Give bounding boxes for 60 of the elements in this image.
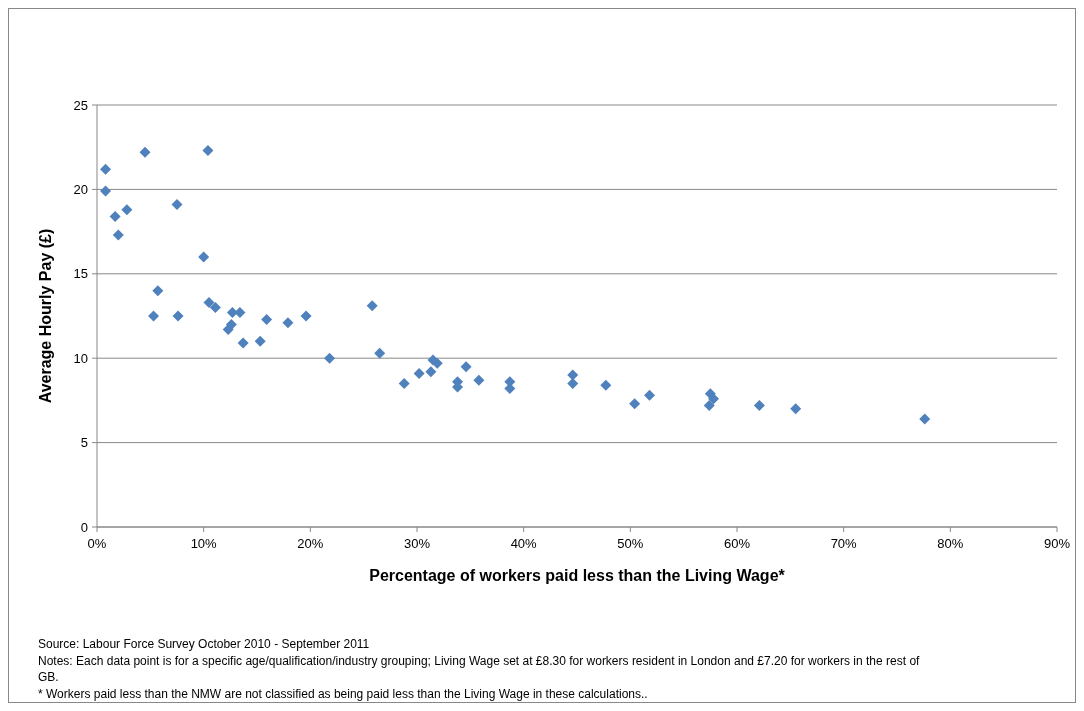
point xyxy=(324,352,336,364)
x-tick-label: 70% xyxy=(830,536,858,551)
x-tick-label: 0% xyxy=(87,536,107,551)
point xyxy=(567,378,579,390)
point xyxy=(100,185,112,197)
point xyxy=(148,310,160,322)
y-axis-title: Average Hourly Pay (£) xyxy=(37,228,54,404)
point xyxy=(753,399,765,411)
x-tick-label: 90% xyxy=(1043,536,1071,551)
point xyxy=(121,204,133,216)
point xyxy=(254,335,266,347)
point xyxy=(708,393,720,405)
point xyxy=(152,285,164,297)
point xyxy=(112,229,124,241)
point xyxy=(226,307,238,319)
point xyxy=(172,310,184,322)
point xyxy=(703,399,715,411)
y-tick-label: 25 xyxy=(73,97,88,113)
point xyxy=(629,398,641,410)
x-tick-label: 50% xyxy=(617,536,644,551)
point xyxy=(282,317,294,329)
point xyxy=(237,337,249,349)
point xyxy=(109,210,121,222)
point xyxy=(203,297,215,308)
point xyxy=(919,413,931,425)
point xyxy=(261,313,273,325)
point xyxy=(202,145,214,157)
text: Notes: Each data point is for a specific age/qualification/industry grouping; Living Wage set at £8.30 for workers resident in London and £7.20 for workers in the rest of GB. xyxy=(38,653,921,684)
x-tick-label: 60% xyxy=(723,536,751,551)
point xyxy=(644,389,656,401)
point xyxy=(171,199,183,211)
y-tick-label: 5 xyxy=(80,435,88,451)
point xyxy=(600,379,612,391)
x-tick-label: 10% xyxy=(190,536,218,551)
point xyxy=(366,300,378,312)
point xyxy=(374,347,386,359)
point xyxy=(425,366,437,378)
point xyxy=(567,369,579,381)
point xyxy=(300,310,312,322)
point xyxy=(398,378,410,390)
point xyxy=(413,367,425,379)
x-tick-label: 30% xyxy=(403,536,431,551)
point xyxy=(225,318,237,330)
point xyxy=(473,374,485,386)
source-note: Source: Labour Force Survey October 2010 - September 2011 xyxy=(38,637,370,651)
y-tick-label: 10 xyxy=(73,350,88,366)
y-tick-label: 15 xyxy=(73,266,88,282)
point xyxy=(460,361,472,373)
point xyxy=(139,146,151,158)
point xyxy=(209,302,221,314)
point xyxy=(790,403,802,415)
x-tick-label: 20% xyxy=(297,536,324,551)
x-tick-label: 40% xyxy=(510,536,538,551)
y-tick-label: 0 xyxy=(80,519,88,535)
point xyxy=(198,251,210,263)
y-tick-label: 20 xyxy=(73,181,88,197)
x-axis-title: Percentage of workers paid less than the Living Wage* xyxy=(369,567,786,584)
text: * Workers paid less than the NMW are not classified as being paid less than the Living Wage in these calculations.. xyxy=(38,686,648,701)
point xyxy=(100,163,112,175)
x-tick-label: 80% xyxy=(937,536,964,551)
